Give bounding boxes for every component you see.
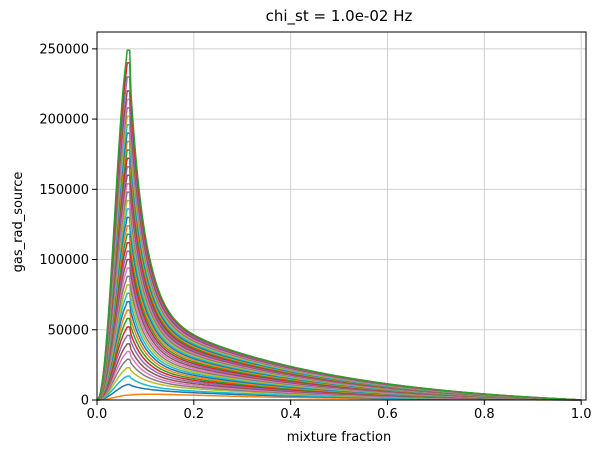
x-axis: 0.0 0.2 0.4 0.6 0.8 1.0 (87, 400, 592, 422)
series-line (96, 49, 582, 401)
y-tick-label: 250000 (39, 42, 89, 57)
plot-frame (96, 31, 587, 401)
y-axis: 0 50000 100000 150000 200000 250000 (39, 42, 97, 409)
x-tick-label: 0.4 (280, 407, 301, 422)
y-tick-label: 50000 (48, 323, 89, 338)
x-tick-label: 0.6 (377, 407, 398, 422)
series-lines (96, 49, 582, 401)
x-axis-label: mixture fraction (287, 430, 391, 445)
chart-title: chi_st = 1.0e-02 Hz (266, 7, 413, 26)
y-tick-label: 100000 (39, 253, 89, 268)
y-tick-label: 200000 (39, 113, 89, 128)
x-tick-label: 0.2 (183, 407, 204, 422)
y-tick-label: 0 (81, 394, 89, 409)
x-tick-label: 0.8 (474, 407, 495, 422)
x-tick-label: 0.0 (87, 407, 108, 422)
y-axis-label: gas_rad_source (11, 172, 26, 273)
y-tick-label: 150000 (39, 183, 89, 198)
x-tick-label: 1.0 (571, 407, 592, 422)
